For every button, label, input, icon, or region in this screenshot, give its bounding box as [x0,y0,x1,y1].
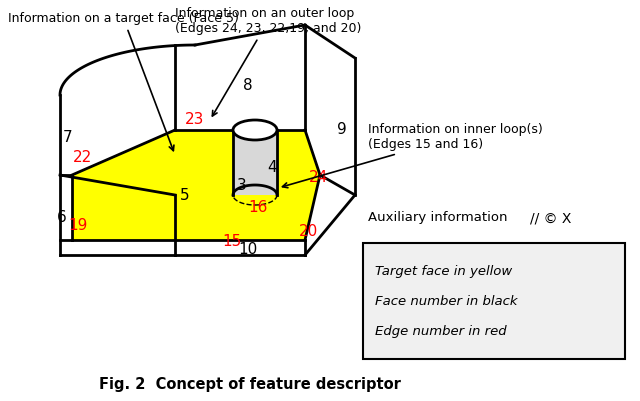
Text: Face number in black: Face number in black [375,295,518,308]
Text: 20: 20 [298,225,317,239]
FancyBboxPatch shape [233,130,277,195]
Polygon shape [175,25,355,130]
Text: 9: 9 [337,122,347,138]
Text: Edge number in red: Edge number in red [375,325,507,338]
Polygon shape [60,45,195,175]
Text: 22: 22 [72,150,92,166]
Text: 24: 24 [308,170,328,186]
Text: 15: 15 [222,235,242,249]
Text: Information on an outer loop
(Edges 24, 23, 22,19, and 20): Information on an outer loop (Edges 24, … [175,7,362,116]
Polygon shape [305,58,355,195]
Text: 7: 7 [63,130,73,146]
Text: 19: 19 [68,217,88,233]
Text: Fig. 2  Concept of feature descriptor: Fig. 2 Concept of feature descriptor [99,377,401,393]
Polygon shape [60,175,175,255]
Polygon shape [72,130,320,240]
Text: Information on a target face (Face 5): Information on a target face (Face 5) [8,12,239,151]
Text: 6: 6 [57,211,67,225]
FancyBboxPatch shape [363,243,625,359]
Text: 10: 10 [238,243,258,257]
Text: Information on inner loop(s)
(Edges 15 and 16): Information on inner loop(s) (Edges 15 a… [282,123,543,188]
Ellipse shape [233,120,277,140]
Text: 5: 5 [180,188,190,203]
Text: 4: 4 [267,160,277,176]
Text: // © X: // © X [530,211,572,225]
Polygon shape [72,195,355,255]
Text: 3: 3 [237,178,247,192]
Text: 8: 8 [243,77,253,93]
Text: Target face in yellow: Target face in yellow [375,265,512,278]
Text: 23: 23 [186,113,205,128]
Text: 16: 16 [248,200,268,215]
Text: Auxiliary information: Auxiliary information [368,211,508,225]
